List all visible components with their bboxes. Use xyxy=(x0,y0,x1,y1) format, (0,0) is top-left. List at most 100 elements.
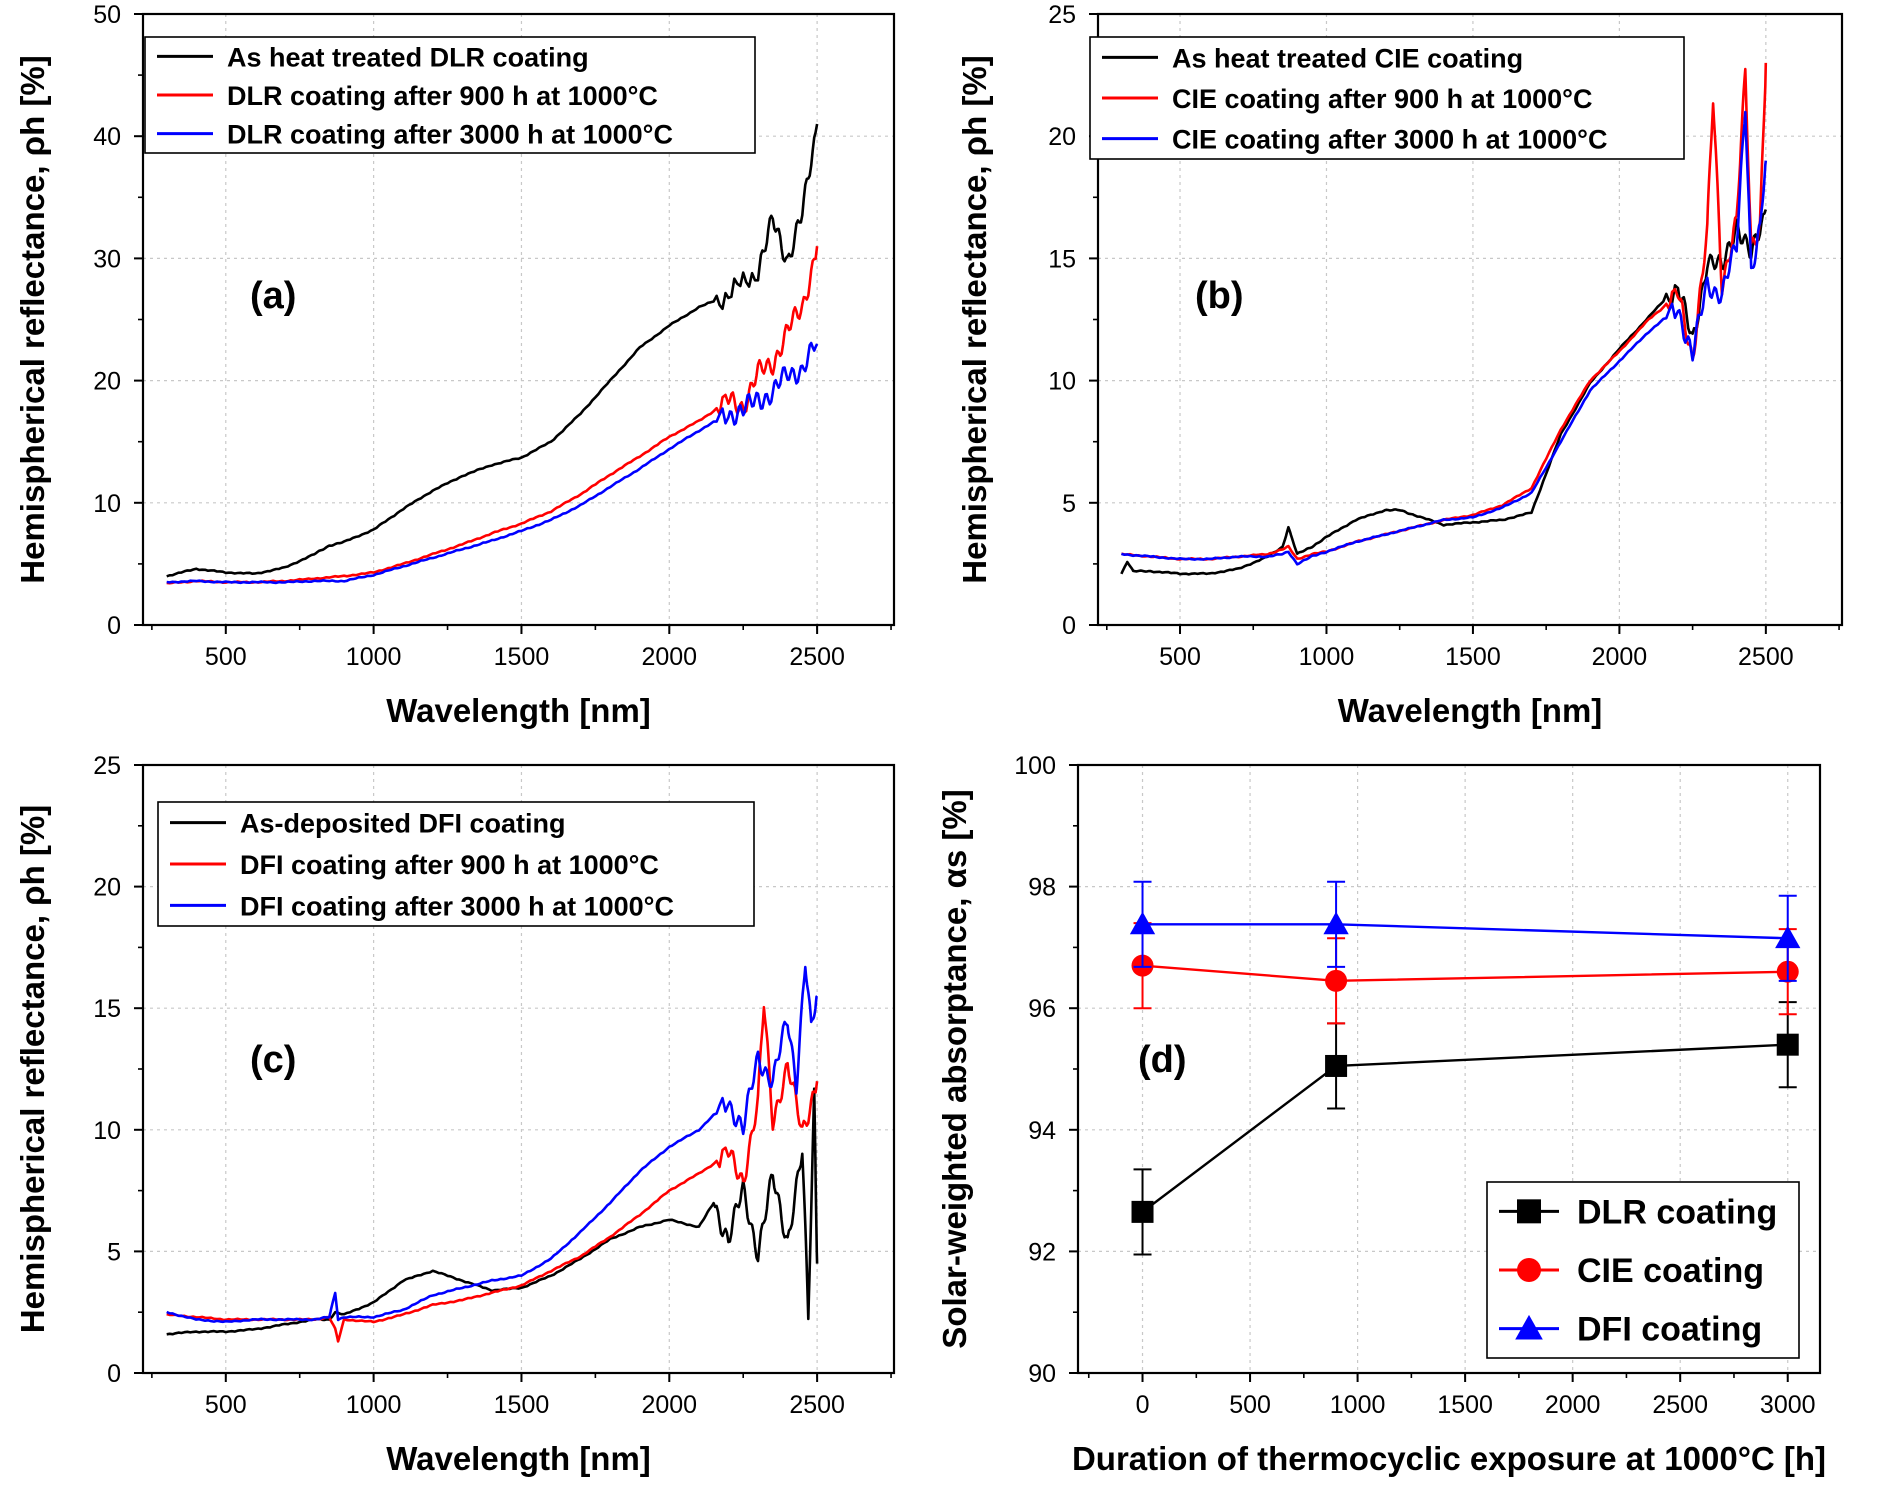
x-tick-label: 2500 xyxy=(1738,643,1794,671)
panel-label: (c) xyxy=(250,1039,296,1081)
x-tick-label: 1000 xyxy=(346,643,402,671)
y-tick-label: 10 xyxy=(93,490,121,518)
data-point-2-2 xyxy=(1775,925,1801,949)
x-tick-label: 2000 xyxy=(1592,643,1648,671)
series-line-1 xyxy=(1121,62,1768,561)
y-tick-label: 0 xyxy=(107,612,121,640)
legend-label-0: As heat treated DLR coating xyxy=(227,42,589,72)
legend-marker-0 xyxy=(1517,1199,1541,1224)
x-tick-label: 1500 xyxy=(1445,643,1501,671)
x-tick-label: 2000 xyxy=(641,1391,697,1419)
legend-label-2: CIE coating after 3000 h at 1000°C xyxy=(1172,125,1607,155)
y-tick-label: 5 xyxy=(1062,490,1076,518)
y-tick-label: 5 xyxy=(107,1238,121,1266)
panel-label: (b) xyxy=(1195,275,1244,317)
y-axis-label: Hemispherical reflectance, ρh [%] xyxy=(14,805,51,1333)
legend-label-0: As-deposited DFI coating xyxy=(240,809,566,839)
x-tick-label: 500 xyxy=(205,1391,247,1419)
x-tick-label: 2500 xyxy=(789,643,845,671)
x-tick-label: 0 xyxy=(1136,1391,1150,1419)
legend-box xyxy=(1089,36,1685,160)
x-tick-label: 2000 xyxy=(1545,1391,1601,1419)
x-axis-label: Wavelength [nm] xyxy=(1338,692,1603,729)
x-tick-label: 2000 xyxy=(641,643,697,671)
x-tick-label: 1500 xyxy=(1437,1391,1493,1419)
legend-label-0: DLR coating xyxy=(1577,1193,1777,1231)
panel-b: 500 1000 1500 2000 2500 0 5 10 15 20 25 Wavelength … xyxy=(956,1,1844,729)
y-tick-label: 40 xyxy=(93,123,121,151)
legend-label-2: DLR coating after 3000 h at 1000°C xyxy=(227,120,673,150)
plot-area xyxy=(1129,880,1801,1256)
y-axis-label: Hemispherical reflectance, ρh [%] xyxy=(14,55,51,583)
plot-area xyxy=(1120,62,1768,576)
legend-label-1: DFI coating after 900 h at 1000°C xyxy=(240,850,659,880)
x-tick-label: 2500 xyxy=(789,1391,845,1419)
x-tick-label: 500 xyxy=(1159,643,1201,671)
series-line-1 xyxy=(1142,964,1788,983)
x-axis-label: Wavelength [nm] xyxy=(386,692,651,729)
y-tick-label: 10 xyxy=(93,1117,121,1145)
y-tick-label: 50 xyxy=(93,1,121,29)
panel-label: (d) xyxy=(1138,1039,1187,1081)
data-point-2-1 xyxy=(1323,911,1349,935)
y-tick-label: 10 xyxy=(1048,368,1076,396)
plot-area xyxy=(166,965,819,1343)
legend: As heat treated CIE coating CIE coating a… xyxy=(1089,36,1685,160)
series-line-2 xyxy=(1121,110,1768,566)
y-tick-label: 96 xyxy=(1028,995,1056,1023)
x-tick-label: 3000 xyxy=(1760,1391,1816,1419)
x-axis-label: Duration of thermocyclic exposure at 100… xyxy=(1072,1440,1826,1477)
x-tick-label: 1000 xyxy=(1299,643,1355,671)
y-tick-label: 100 xyxy=(1014,752,1056,780)
y-tick-label: 98 xyxy=(1028,874,1056,902)
x-tick-label: 1000 xyxy=(1330,1391,1386,1419)
y-tick-label: 20 xyxy=(93,368,121,396)
data-point-2-0 xyxy=(1129,911,1156,935)
y-tick-label: 0 xyxy=(107,1360,121,1388)
y-tick-label: 94 xyxy=(1028,1117,1056,1145)
legend: As-deposited DFI coating DFI coating afte… xyxy=(157,801,755,927)
x-axis-label: Wavelength [nm] xyxy=(386,1440,651,1477)
data-point-0-0 xyxy=(1131,1200,1154,1223)
legend: As heat treated DLR coating DLR coating a… xyxy=(144,36,756,154)
series-line-0 xyxy=(166,123,819,578)
legend-marker-1 xyxy=(1517,1258,1541,1282)
series-line-0 xyxy=(1120,209,1768,576)
legend-label-2: DFI coating xyxy=(1577,1311,1762,1349)
legend-label-1: CIE coating after 900 h at 1000°C xyxy=(1172,84,1592,114)
y-tick-label: 90 xyxy=(1028,1360,1056,1388)
y-axis-label: Solar-weighted absorptance, αs [%] xyxy=(936,789,973,1348)
panel-c: 500 1000 1500 2000 2500 0 5 10 15 20 25 Wavelength … xyxy=(14,752,896,1477)
legend-label-1: CIE coating xyxy=(1577,1252,1764,1290)
x-tick-label: 500 xyxy=(205,643,247,671)
panel-d: 0 500 1000 1500 2000 2500 3000 90 92 94 96 98 100 Dur… xyxy=(936,752,1826,1477)
y-tick-label: 20 xyxy=(93,874,121,902)
x-tick-label: 1500 xyxy=(494,643,550,671)
y-tick-label: 30 xyxy=(93,245,121,273)
x-tick-label: 1000 xyxy=(346,1391,402,1419)
legend-box xyxy=(157,801,755,927)
y-tick-label: 15 xyxy=(1048,245,1076,273)
panel-label: (a) xyxy=(250,275,296,317)
y-axis-label: Hemispherical reflectance, ρh [%] xyxy=(956,55,993,583)
series-line-2 xyxy=(166,965,819,1324)
legend-label-2: DFI coating after 3000 h at 1000°C xyxy=(240,891,674,921)
data-point-0-2 xyxy=(1776,1033,1799,1056)
legend: DLR coating CIE coating DFI coating xyxy=(1486,1181,1800,1359)
legend-box xyxy=(144,36,756,154)
data-point-0-1 xyxy=(1325,1054,1348,1077)
y-tick-label: 20 xyxy=(1048,123,1076,151)
x-tick-label: 1500 xyxy=(494,1391,550,1419)
legend-label-1: DLR coating after 900 h at 1000°C xyxy=(227,81,658,111)
y-tick-label: 25 xyxy=(93,752,121,780)
data-point-1-1 xyxy=(1325,969,1348,992)
x-tick-label: 500 xyxy=(1229,1391,1271,1419)
y-tick-label: 0 xyxy=(1062,612,1076,640)
series-line-0 xyxy=(166,1087,819,1336)
legend-label-0: As heat treated CIE coating xyxy=(1172,43,1523,73)
x-tick-label: 2500 xyxy=(1652,1391,1708,1419)
y-tick-label: 15 xyxy=(93,995,121,1023)
y-tick-label: 92 xyxy=(1028,1238,1056,1266)
panel-a: 500 1000 1500 2000 2500 0 10 20 30 40 50 Wavelength… xyxy=(14,1,896,729)
